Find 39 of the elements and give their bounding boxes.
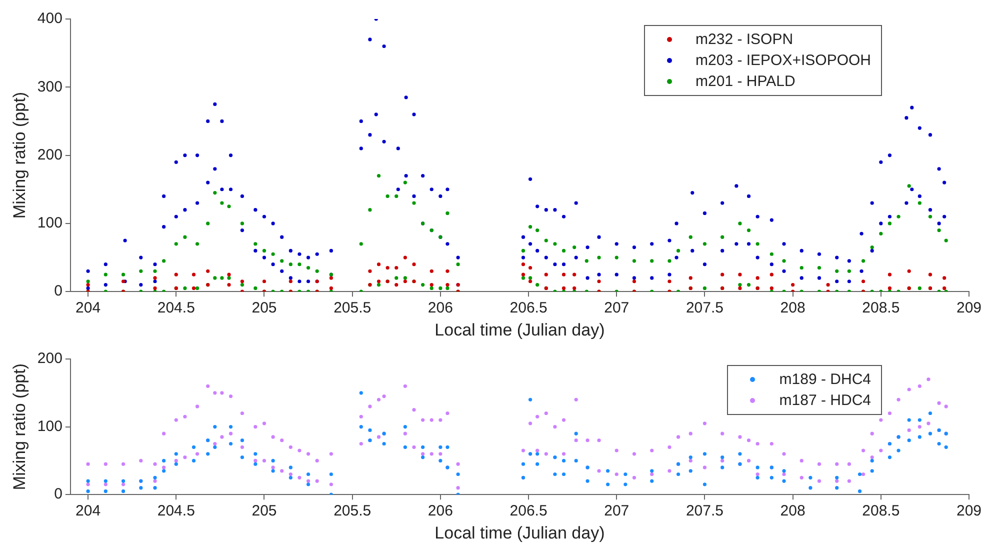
legend-label: m203 - IEPOX+ISOPOOH	[696, 52, 871, 69]
x-tick-label: 204.5	[157, 502, 195, 520]
x-tick-label: 206.5	[510, 502, 548, 520]
y-tick-label: 0	[54, 486, 62, 503]
x-axis-title: Local time (Julian day)	[434, 320, 605, 340]
y-axis-title: Mixing ratio (ppt)	[10, 92, 29, 219]
x-tick-label: 205	[252, 502, 277, 520]
x-tick-label: 207.5	[686, 502, 724, 520]
x-axis-title: Local time (Julian day)	[434, 523, 605, 542]
x-tick-label: 209	[956, 502, 982, 520]
x-tick-label: 206.5	[510, 300, 548, 317]
x-tick-label: 209	[956, 300, 982, 317]
x-tick-label: 206	[428, 502, 453, 520]
legend-label: m232 - ISOPN	[696, 31, 794, 48]
legend-label: m189 - DHC4	[779, 371, 871, 388]
x-tick-label: 205	[252, 300, 277, 317]
x-tick-label: 208	[780, 502, 806, 520]
x-tick-label: 204	[76, 502, 101, 520]
x-tick-label: 208	[780, 300, 806, 317]
x-tick-label: 205.5	[334, 300, 372, 317]
x-tick-label: 207	[604, 502, 630, 520]
y-tick-label: 400	[37, 10, 62, 28]
x-tick-label: 204	[76, 300, 101, 317]
x-tick-label: 207	[604, 300, 630, 317]
y-tick-label: 200	[37, 350, 62, 368]
y-tick-label: 100	[37, 418, 62, 435]
y-tick-label: 300	[37, 78, 62, 96]
legend-label: m201 - HPALD	[696, 73, 796, 90]
x-tick-label: 204.5	[157, 300, 195, 317]
y-tick-label: 0	[54, 282, 62, 300]
x-tick-label: 206	[428, 300, 453, 317]
y-tick-label: 100	[37, 214, 62, 232]
x-tick-label: 208.5	[862, 300, 900, 317]
y-tick-label: 200	[37, 146, 62, 164]
x-tick-label: 208.5	[862, 502, 900, 520]
x-tick-label: 205.5	[334, 502, 372, 520]
x-tick-label: 207.5	[686, 300, 724, 317]
legend-label: m187 - HDC4	[779, 392, 871, 409]
y-axis-title: Mixing ratio (ppt)	[10, 363, 29, 490]
